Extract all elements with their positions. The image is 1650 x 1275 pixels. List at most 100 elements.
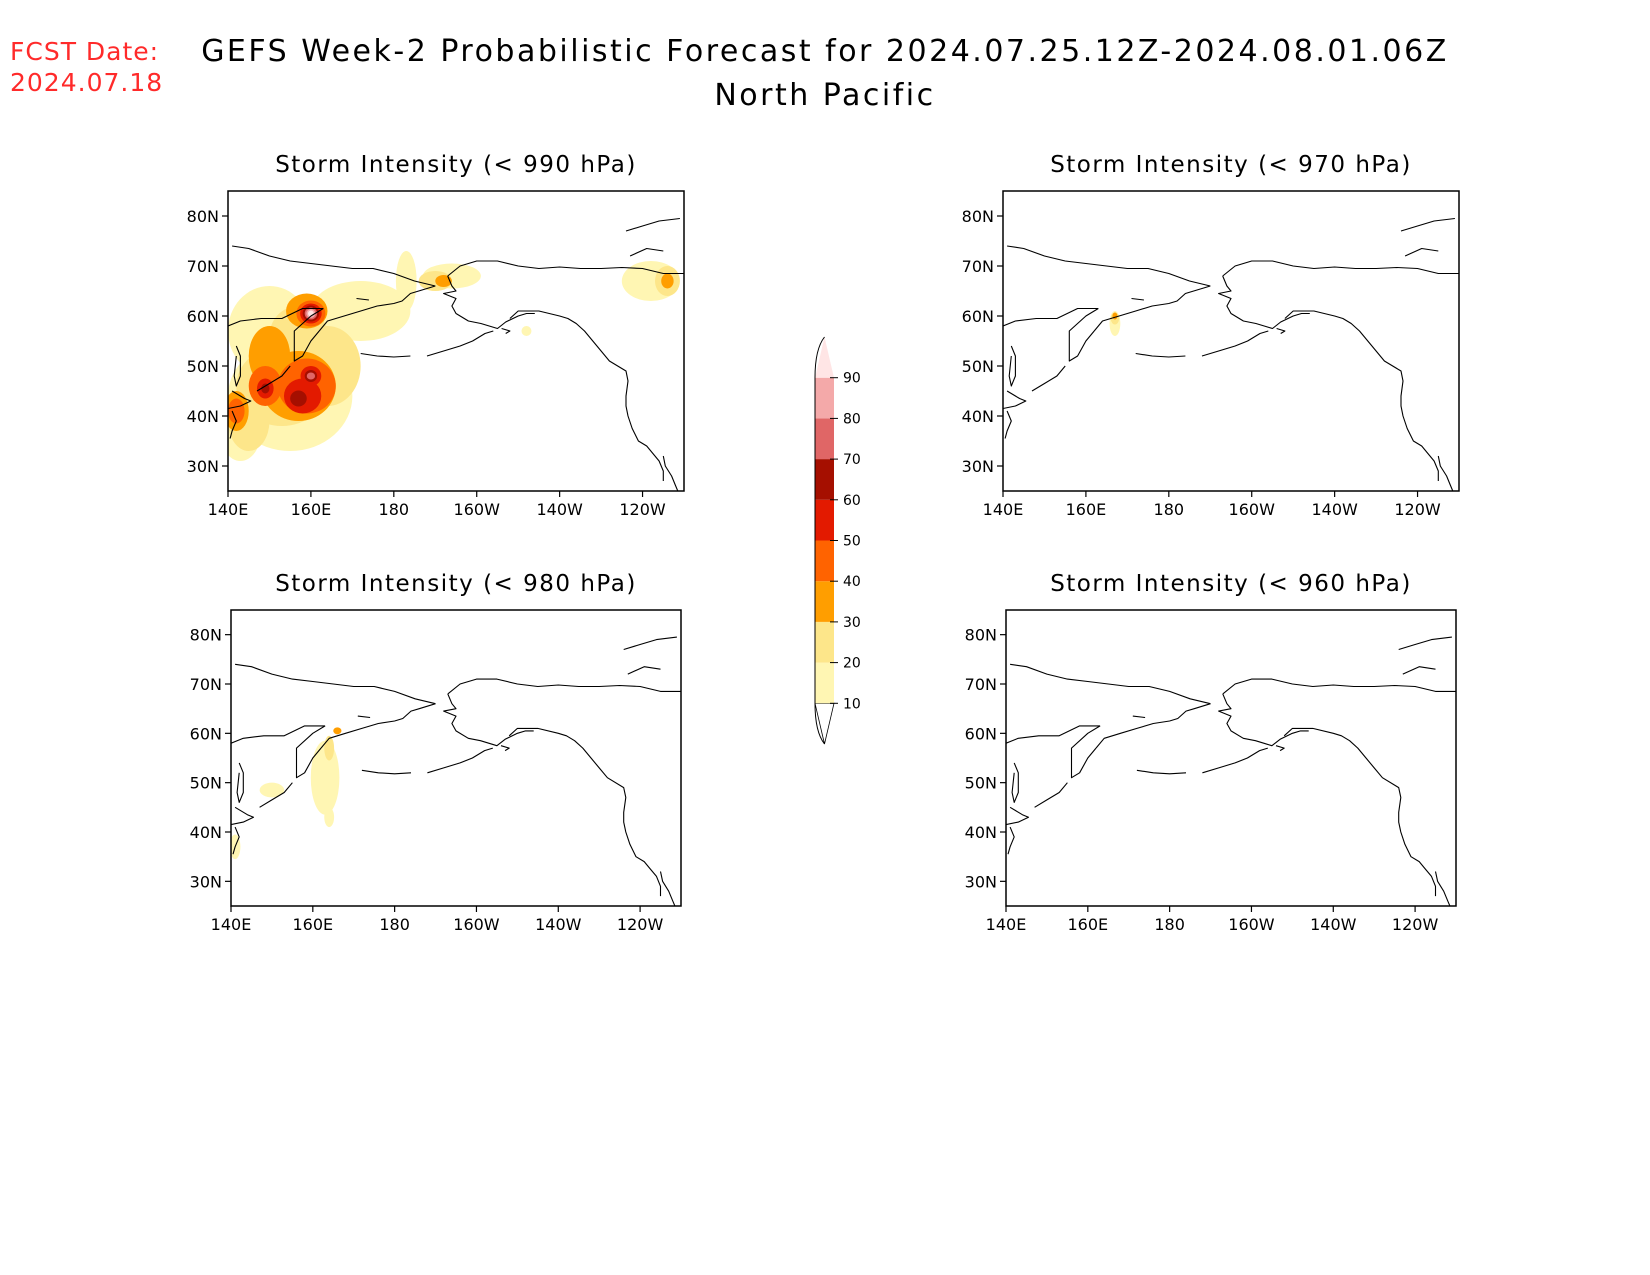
coastline-kurils — [1031, 365, 1066, 392]
coastline-gulf-alaska — [509, 310, 664, 481]
coastline-japan-honshu — [229, 410, 237, 439]
coastline-kurils — [256, 365, 291, 392]
probability-area-10 — [521, 326, 532, 336]
lon-tick-label: 160E — [1067, 915, 1108, 934]
colorbar-tick-label: 60 — [843, 493, 861, 509]
lat-tick-label: 80N — [190, 626, 222, 645]
coastline-kodiak — [1276, 327, 1286, 334]
coastline-aleutian-west — [360, 352, 411, 358]
colorbar-tick-label: 50 — [843, 534, 861, 550]
coastline-kamchatka — [293, 308, 324, 362]
colorbar-segment — [815, 418, 834, 460]
lon-tick-label: 160W — [1228, 915, 1275, 934]
lon-tick-label: 180 — [1154, 500, 1185, 519]
coastline-japan-hokkaido — [228, 390, 252, 410]
lon-tick-label: 140W — [1311, 500, 1358, 519]
coastline-bering-islands — [357, 715, 371, 719]
lat-tick-label: 80N — [187, 207, 219, 226]
lon-tick-label: 160W — [1229, 500, 1276, 519]
coastline-banks-island — [1404, 247, 1439, 257]
lat-tick-label: 50N — [190, 774, 222, 793]
coastlines — [228, 217, 684, 491]
figure-title-block: GEFS Week-2 Probabilistic Forecast for 2… — [185, 30, 1465, 118]
lat-tick-label: 70N — [965, 675, 997, 694]
lon-tick-label: 160W — [453, 915, 500, 934]
coastline-kamchatka — [1070, 725, 1101, 779]
coastline-eurasia-north — [235, 663, 436, 705]
coastline-bering-islands — [1131, 297, 1144, 301]
colorbar-segment — [815, 377, 834, 419]
map-panel-p990: Storm Intensity (< 990 hPa) 30N 40N 50N 60N 7… — [187, 152, 685, 519]
lon-tick-label: 140W — [536, 500, 583, 519]
map-panel-p960: Storm Intensity (< 960 hPa) 30N 40N 50N 60N 7… — [965, 571, 1457, 934]
coastlines — [231, 636, 681, 906]
coastline-baja — [1434, 871, 1451, 906]
coastline-baja — [1437, 455, 1454, 491]
probability-area-10 — [324, 807, 335, 828]
lat-tick-label: 30N — [965, 872, 997, 891]
panel-frame — [227, 190, 685, 492]
panel-frame — [1005, 609, 1457, 907]
lon-tick-label: 160E — [292, 915, 333, 934]
coastline-arctic-islands — [1400, 217, 1455, 232]
panel-frame — [230, 609, 682, 907]
colorbar-segment — [815, 540, 834, 582]
coastline-alaska-north — [447, 678, 681, 695]
lat-tick-label: 60N — [965, 724, 997, 743]
coastline-aleutian-west — [1136, 769, 1187, 775]
coastline-aleutians — [1202, 747, 1268, 774]
coastline-chukotka-east — [1095, 703, 1211, 749]
coastline-chukotka-east — [320, 703, 436, 749]
lon-tick-label: 120W — [1392, 915, 1439, 934]
coastline-okhotsk-north — [1006, 725, 1101, 744]
coastline-japan-honshu — [1007, 826, 1015, 855]
forecast-date-label: FCST Date: — [10, 37, 160, 66]
lat-tick-label: 50N — [187, 357, 219, 376]
coastline-aleutian-west — [361, 769, 412, 775]
panel-map-area — [231, 610, 681, 906]
coastline-chukotka-east — [318, 285, 436, 332]
coastline-arctic-islands — [623, 636, 677, 651]
colorbar-segment — [815, 459, 834, 500]
panel-frame — [1002, 190, 1460, 492]
colorbar-tick-label: 90 — [843, 371, 861, 387]
coastline-sakhalin — [233, 345, 241, 387]
lon-tick-label: 160E — [291, 500, 332, 519]
lat-tick-label: 50N — [962, 357, 994, 376]
lat-tick-label: 70N — [190, 675, 222, 694]
coastline-okhotsk-north — [1003, 307, 1099, 327]
lat-tick-label: 40N — [190, 823, 222, 842]
coastline-okhotsk-north — [228, 307, 324, 327]
colorbar-segment — [815, 662, 834, 704]
lat-tick-label: 30N — [190, 872, 222, 891]
colorbar-tick-label: 80 — [843, 411, 861, 427]
lon-tick-label: 160E — [1066, 500, 1107, 519]
coastline-baja — [659, 871, 676, 906]
panel-title: Storm Intensity (< 960 hPa) — [1050, 571, 1412, 597]
coastline-okhotsk-north — [231, 725, 326, 744]
probability-area-60 — [261, 383, 270, 394]
coastline-japan-hokkaido — [231, 806, 255, 826]
coastline-eurasia-north — [1007, 245, 1211, 287]
lon-tick-label: 120W — [1394, 500, 1441, 519]
lat-tick-label: 60N — [190, 724, 222, 743]
colorbar-low-extension — [814, 702, 835, 745]
coastline-alaska-north — [1222, 678, 1456, 695]
probability-area-30 — [1112, 312, 1118, 320]
colorbar-segment — [815, 621, 834, 663]
coastline-arctic-islands — [625, 217, 680, 232]
coastline-banks-island — [627, 666, 661, 675]
panel-map-area — [1006, 610, 1456, 906]
coastlines — [1003, 217, 1459, 491]
map-panel-p970: Storm Intensity (< 970 hPa) 30N 40N 50N 60N 7… — [962, 152, 1460, 519]
colorbar-outline — [814, 336, 825, 745]
coastline-kurils — [259, 782, 293, 808]
probability-colorbar: 10 20 30 40 50 60 70 80 90 — [814, 336, 861, 745]
lat-tick-label: 40N — [187, 407, 219, 426]
lat-tick-label: 30N — [962, 457, 994, 476]
coastline-aleutian-west — [1135, 352, 1186, 358]
coastline-japan-honshu — [232, 826, 240, 855]
coastline-arctic-islands — [1398, 636, 1452, 651]
coastline-gulf-alaska — [1283, 727, 1437, 897]
